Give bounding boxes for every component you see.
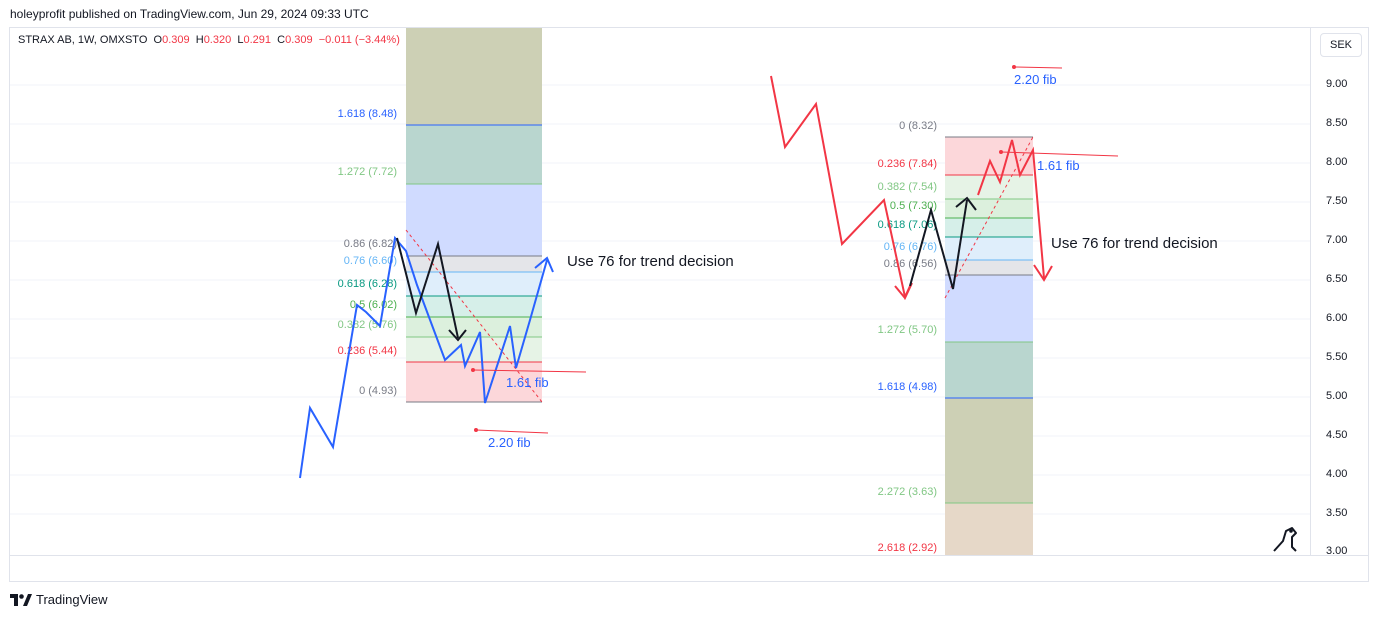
black-arrowhead xyxy=(448,329,467,342)
fib-zone xyxy=(945,260,1033,275)
fib-label: 1.272 (7.72) xyxy=(338,166,397,178)
right-161-fib-label: 1.61 fib xyxy=(1037,158,1080,173)
fib-label: 0.76 (6.76) xyxy=(884,241,937,253)
fib-zone xyxy=(406,272,542,296)
price-tick: 8.50 xyxy=(1326,117,1348,129)
fib-zone xyxy=(406,296,542,317)
symbol-legend: STRAX AB, 1W, OMXSTO O0.309 H0.320 L0.29… xyxy=(18,34,400,46)
tradingview-brand[interactable]: TradingView xyxy=(10,592,108,607)
fib-label: 0.618 (7.06) xyxy=(878,219,937,231)
black-path-right[interactable] xyxy=(909,199,968,290)
fib-zone xyxy=(406,256,542,272)
fib-zone xyxy=(945,199,1033,218)
time-axis-separator xyxy=(9,555,1369,556)
fib-label: 0.382 (7.54) xyxy=(878,181,937,193)
right-161-marker[interactable] xyxy=(999,150,1119,157)
tradingview-logo-icon xyxy=(10,593,32,606)
close-label: C xyxy=(277,34,286,46)
fib-zone xyxy=(945,275,1033,342)
fib-zone xyxy=(406,184,542,256)
fib-label: 1.618 (4.98) xyxy=(878,381,937,393)
blue-arrowhead xyxy=(534,256,554,273)
price-tick: 5.00 xyxy=(1326,390,1348,402)
left-trend-note: Use 76 for trend decision xyxy=(567,253,734,270)
fib-zone xyxy=(945,398,1033,503)
left-220-fib-label: 2.20 fib xyxy=(488,435,531,450)
fib-trend-line xyxy=(405,229,543,403)
fib-label: 0 (4.93) xyxy=(359,385,397,397)
fib-label: 0.5 (7.30) xyxy=(890,200,937,212)
fib-label: 2.618 (2.92) xyxy=(878,542,937,554)
price-tick: 7.50 xyxy=(1326,195,1348,207)
fib-zone xyxy=(406,125,542,184)
publish-header: holeyprofit published on TradingView.com… xyxy=(10,7,369,21)
right-trend-note: Use 76 for trend decision xyxy=(1051,235,1218,252)
fib-zone xyxy=(406,317,542,337)
fib-zone xyxy=(945,342,1033,398)
right-220-fib-label: 2.20 fib xyxy=(1014,72,1057,87)
low-value: 0.291 xyxy=(243,34,271,46)
fib-label: 0.86 (6.82) xyxy=(344,238,397,250)
low-label: L xyxy=(237,34,244,46)
red-arrowhead-low xyxy=(894,282,913,300)
fib-label: 1.618 (8.48) xyxy=(338,108,397,120)
dino-icon xyxy=(1273,527,1297,552)
price-tick: 6.50 xyxy=(1326,273,1348,285)
close-value: 0.309 xyxy=(285,34,313,46)
red-path-top[interactable] xyxy=(977,139,1045,279)
open-value: 0.309 xyxy=(162,34,190,46)
right-220-marker[interactable] xyxy=(1012,65,1063,69)
red-arrowhead-down xyxy=(1033,264,1053,282)
brand-name: TradingView xyxy=(36,592,108,607)
price-tick: 5.50 xyxy=(1326,351,1348,363)
price-tick: 4.00 xyxy=(1326,468,1348,480)
price-tick: 4.50 xyxy=(1326,429,1348,441)
grid-lines xyxy=(10,84,1310,515)
fib-zone xyxy=(945,137,1033,175)
fib-label: 0.76 (6.60) xyxy=(344,255,397,267)
black-arrowhead-right xyxy=(955,196,977,211)
open-label: O xyxy=(153,34,163,46)
high-label: H xyxy=(195,34,204,46)
left-161-fib-label: 1.61 fib xyxy=(506,375,549,390)
fib-label: 0.86 (6.56) xyxy=(884,258,937,270)
left-161-marker[interactable] xyxy=(471,368,587,373)
fib-label: 0.236 (7.84) xyxy=(878,158,937,170)
price-tick: 3.00 xyxy=(1326,545,1348,557)
chart-pane[interactable] xyxy=(9,27,1369,582)
right-fib-retracement[interactable]: 0 (8.32) 0.236 (7.84) 0.382 (7.54) 0.5 (… xyxy=(878,120,1034,555)
price-tick: 8.00 xyxy=(1326,156,1348,168)
high-value: 0.320 xyxy=(203,34,232,46)
price-tick: 6.00 xyxy=(1326,312,1348,324)
fib-zone xyxy=(945,175,1033,199)
change-value: −0.011 (−3.44%) xyxy=(318,34,400,46)
fib-zone xyxy=(945,503,1033,555)
fib-label: 2.272 (3.63) xyxy=(878,486,937,498)
left-220-marker[interactable] xyxy=(474,428,549,434)
price-tick: 9.00 xyxy=(1326,78,1348,90)
currency-button[interactable]: SEK xyxy=(1320,33,1362,57)
fib-label: 1.272 (5.70) xyxy=(878,324,937,336)
fib-label: 0.236 (5.44) xyxy=(338,345,397,357)
left-fib-retracement[interactable]: 1.618 (8.48) 1.272 (7.72) 0.86 (6.82) 0.… xyxy=(338,28,543,403)
fib-zone xyxy=(945,237,1033,260)
blue-path-left[interactable] xyxy=(299,235,548,479)
symbol-name: STRAX AB, 1W, OMXSTO xyxy=(18,34,148,46)
fib-label: 0 (8.32) xyxy=(899,120,937,132)
price-tick: 3.50 xyxy=(1326,507,1348,519)
fib-zone xyxy=(406,28,542,125)
fib-zone xyxy=(945,218,1033,237)
price-axis-separator xyxy=(1310,27,1311,555)
price-tick: 7.00 xyxy=(1326,234,1348,246)
black-path-left[interactable] xyxy=(396,237,459,339)
fib-label: 0.382 (5.76) xyxy=(338,319,397,331)
fib-label: 0.618 (6.28) xyxy=(338,278,397,290)
